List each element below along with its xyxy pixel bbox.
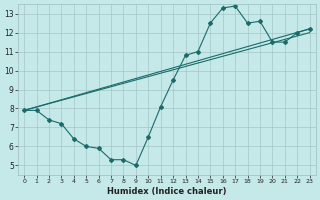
- X-axis label: Humidex (Indice chaleur): Humidex (Indice chaleur): [107, 187, 227, 196]
